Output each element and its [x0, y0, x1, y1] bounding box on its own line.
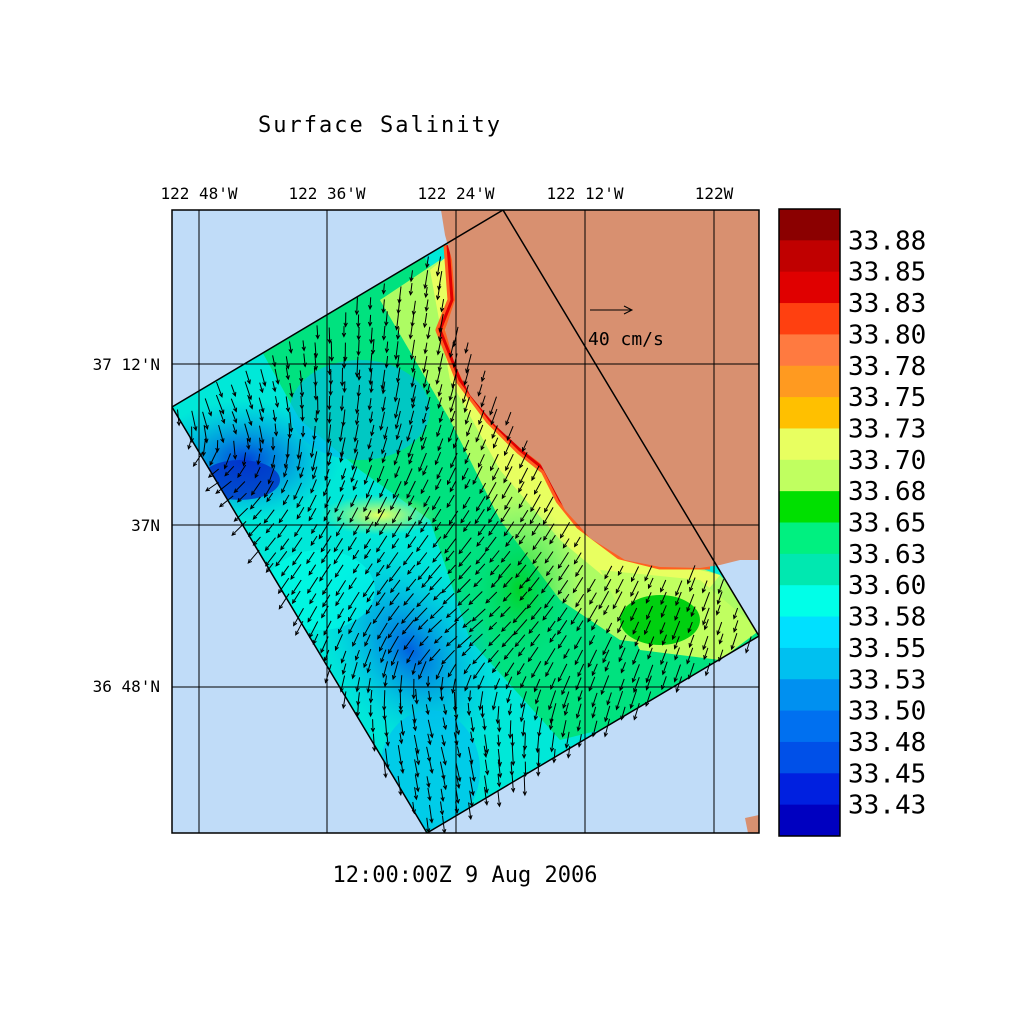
- lon-label: 122W: [695, 184, 734, 203]
- colorbar-label: 33.58: [848, 603, 926, 633]
- colorbar-label: 33.78: [848, 352, 926, 382]
- colorbar-label: 33.60: [848, 571, 926, 601]
- model-domain-outline: [172, 210, 759, 833]
- lon-label: 122 24'W: [417, 184, 494, 203]
- graticule: [172, 210, 759, 833]
- chart-title: Surface Salinity: [258, 113, 502, 138]
- colorbar-label: 33.83: [848, 289, 926, 319]
- current-vectors: [176, 256, 752, 833]
- land-mass: [441, 210, 759, 568]
- lat-label: 37 12'N: [93, 355, 160, 374]
- timestamp-label: 12:00:00Z 9 Aug 2006: [333, 863, 598, 888]
- lon-label: 122 12'W: [546, 184, 623, 203]
- colorbar-label: 33.43: [848, 791, 926, 821]
- colorbar-swatch: [779, 365, 840, 398]
- colorbar-label: 33.50: [848, 697, 926, 727]
- colorbar-label: 33.55: [848, 634, 926, 664]
- colorbar-swatch: [779, 334, 840, 367]
- colorbar-label: 33.53: [848, 665, 926, 695]
- latitude-labels: 37 12'N 37N 36 48'N: [93, 355, 160, 696]
- colorbar-swatch: [779, 240, 840, 273]
- longitude-labels: 122 48'W 122 36'W 122 24'W 122 12'W 122W: [160, 184, 733, 203]
- colorbar-label: 33.65: [848, 509, 926, 539]
- colorbar-frame: [778, 208, 841, 837]
- colorbar-label: 33.48: [848, 728, 926, 758]
- vector-arrows: [176, 256, 752, 833]
- colorbar-label: 33.63: [848, 540, 926, 570]
- colorbar-swatch: [779, 773, 840, 806]
- colorbar-label: 33.88: [848, 226, 926, 256]
- colorbar-label: 33.75: [848, 383, 926, 413]
- colorbar-label: 33.70: [848, 446, 926, 476]
- lon-label: 122 48'W: [160, 184, 237, 203]
- reference-vector: 40 cm/s: [588, 305, 664, 350]
- colorbar-swatch: [779, 616, 840, 649]
- colorbar-swatch: [779, 397, 840, 429]
- colorbar-swatch: [779, 741, 840, 774]
- colorbar-swatch: [779, 209, 840, 241]
- map-area: 40 cm/s: [172, 210, 759, 833]
- colorbar-label: 33.73: [848, 414, 926, 444]
- colorbar: 33.8833.8533.8333.8033.7833.7533.7333.70…: [778, 208, 926, 837]
- colorbar-swatch: [779, 491, 840, 523]
- colorbar-swatch: [779, 428, 840, 461]
- land-patch: [745, 815, 759, 833]
- colorbar-swatch: [779, 522, 840, 555]
- colorbar-swatch: [779, 710, 840, 743]
- colorbar-swatch: [779, 679, 840, 712]
- colorbar-swatch: [779, 804, 840, 837]
- colorbar-label: 33.85: [848, 258, 926, 288]
- colorbar-swatch: [779, 585, 840, 618]
- colorbar-label: 33.68: [848, 477, 926, 507]
- lat-label: 36 48'N: [93, 677, 160, 696]
- lat-label: 37N: [131, 516, 160, 535]
- colorbar-swatch: [779, 647, 840, 680]
- colorbar-swatch: [779, 303, 840, 335]
- colorbar-swatch: [779, 271, 840, 304]
- map-frame: [171, 209, 760, 834]
- colorbar-label: 33.45: [848, 759, 926, 789]
- lon-label: 122 36'W: [288, 184, 365, 203]
- colorbar-swatch: [779, 459, 840, 492]
- colorbar-swatch: [779, 553, 840, 586]
- vector-scale-label: 40 cm/s: [588, 329, 664, 350]
- colorbar-label: 33.80: [848, 320, 926, 350]
